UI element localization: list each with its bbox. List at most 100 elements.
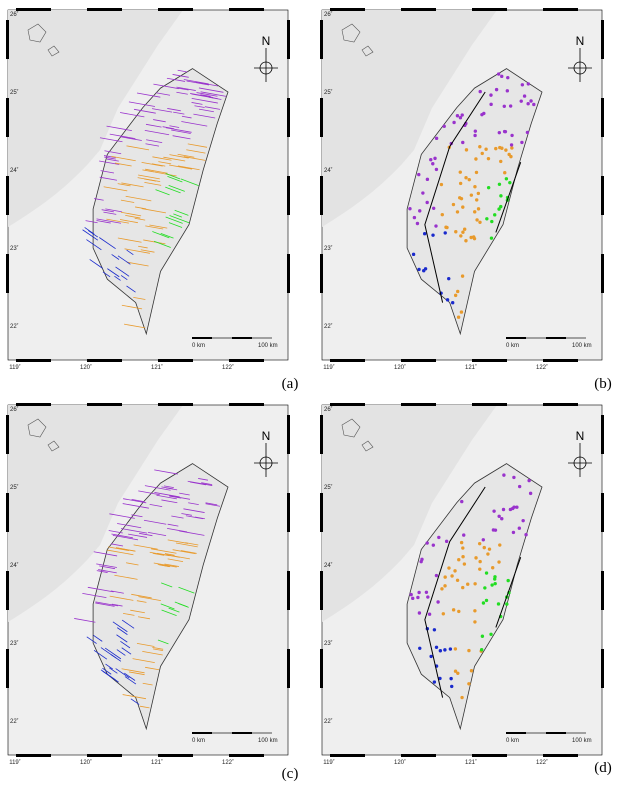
station	[508, 507, 513, 512]
velocity-vector	[189, 481, 207, 486]
frame-bar	[401, 754, 436, 757]
station	[434, 645, 439, 649]
station	[458, 196, 462, 200]
station	[511, 530, 516, 535]
velocity-vector	[111, 254, 120, 260]
velocity-vector	[165, 216, 183, 224]
velocity-vector	[140, 249, 155, 253]
velocity-vector	[152, 646, 164, 650]
station	[460, 499, 464, 504]
station	[478, 145, 482, 149]
frame-bar	[287, 20, 290, 59]
velocity-vector	[130, 609, 145, 614]
x-tick-label: 121˚	[465, 364, 477, 371]
y-tick-label: 25˚	[324, 484, 333, 491]
station	[438, 676, 442, 681]
station	[416, 595, 420, 600]
station	[519, 99, 523, 103]
velocity-vector	[208, 96, 222, 100]
velocity-vector	[145, 225, 164, 230]
station	[497, 207, 501, 211]
station	[442, 124, 446, 129]
velocity-vector	[134, 206, 147, 210]
velocity-vector	[153, 240, 171, 248]
velocity-vector	[198, 478, 209, 481]
station	[409, 592, 413, 597]
velocity-vector	[131, 514, 143, 518]
frame-bar	[472, 359, 507, 362]
frame-bar	[6, 415, 9, 454]
station	[480, 112, 484, 117]
station	[480, 634, 485, 638]
velocity-vector	[121, 304, 143, 310]
velocity-vector	[120, 199, 135, 203]
velocity-vector	[178, 586, 195, 594]
velocity-vector	[183, 79, 209, 85]
velocity-vector	[142, 650, 163, 656]
station	[418, 646, 422, 650]
velocity-vector	[153, 119, 166, 123]
velocity-vector	[167, 523, 179, 527]
velocity-vector	[111, 603, 123, 607]
frame-bar	[401, 8, 436, 11]
velocity-vector	[93, 634, 103, 642]
station	[490, 219, 494, 224]
velocity-vector	[82, 229, 99, 241]
station	[512, 475, 516, 480]
station	[520, 140, 524, 145]
velocity-vector	[169, 215, 190, 224]
north-label: N	[576, 34, 585, 48]
velocity-vector	[158, 161, 172, 165]
velocity-vector	[163, 485, 174, 489]
x-tick-label: 119˚	[9, 364, 21, 371]
velocity-vector	[157, 639, 169, 645]
velocity-vector	[138, 596, 162, 602]
station	[449, 676, 453, 681]
velocity-vector	[109, 513, 135, 519]
velocity-vector	[96, 563, 117, 568]
station	[484, 571, 489, 575]
velocity-vector	[200, 91, 227, 97]
frame-bar	[472, 403, 507, 406]
velocity-vector	[183, 156, 206, 161]
frame-bar	[320, 493, 323, 532]
velocity-vector	[112, 621, 128, 633]
velocity-vector	[189, 93, 214, 98]
velocity-vector	[205, 502, 218, 506]
station	[458, 170, 462, 174]
velocity-vector	[136, 92, 161, 98]
velocity-vector	[154, 469, 178, 475]
velocity-vector	[169, 495, 182, 499]
velocity-vector	[165, 127, 192, 133]
velocity-vector	[174, 209, 189, 216]
station	[447, 566, 451, 570]
velocity-vector	[138, 490, 160, 496]
station	[509, 143, 514, 147]
velocity-vector	[201, 482, 213, 486]
velocity-vector	[172, 135, 191, 140]
velocity-vector	[138, 245, 148, 249]
station	[417, 172, 421, 177]
map-panel: 119˚ 120˚ 121˚ 122˚ 26˚ 25˚ 24˚ 23˚ 22˚ N 0 km 100 …	[320, 8, 604, 371]
velocity-vector	[121, 619, 135, 629]
frame-bar	[16, 359, 51, 362]
station	[492, 509, 496, 513]
velocity-vector	[99, 565, 116, 570]
station	[499, 194, 503, 198]
velocity-vector	[126, 261, 149, 267]
velocity-vector	[109, 595, 134, 601]
station	[444, 539, 449, 544]
station	[498, 543, 502, 547]
velocity-vector	[125, 562, 139, 566]
frame-bar	[330, 754, 365, 757]
velocity-vector	[187, 143, 208, 148]
station	[429, 654, 433, 659]
velocity-vector	[142, 169, 155, 173]
station	[510, 146, 514, 150]
frame-bar	[543, 403, 578, 406]
velocity-vector	[144, 182, 162, 186]
station	[443, 648, 447, 652]
velocity-vector	[198, 108, 214, 113]
panel-label: (b)	[594, 376, 612, 392]
velocity-vector	[196, 92, 218, 97]
